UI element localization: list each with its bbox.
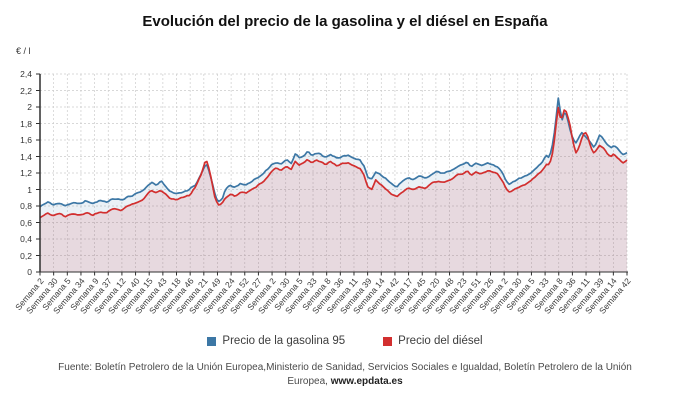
y-tick-label: 0,6: [20, 217, 32, 228]
diesel-swatch-icon: [383, 336, 393, 346]
source-line-1: Fuente: Boletín Petrolero de la Unión Eu…: [58, 362, 632, 373]
source-line-2: Europea, www.epdata.es: [287, 376, 403, 387]
legend-item-gasolina-95[interactable]: Precio de la gasolina 95: [207, 335, 345, 347]
legend-item-diesel[interactable]: Precio del diésel: [383, 335, 483, 347]
y-tick-label: 1,8: [20, 118, 32, 129]
y-tick-label: 0,8: [20, 201, 32, 211]
y-axis-unit-label: € / l: [16, 46, 31, 56]
epdata-link[interactable]: www.epdata.es: [330, 376, 403, 387]
y-tick-label: 1,4: [20, 151, 32, 162]
y-tick-label: 1,6: [20, 135, 32, 145]
gasolina-95-swatch-icon: [207, 336, 217, 346]
y-tick-label: 0,2: [20, 250, 32, 261]
y-tick-label: 1,2: [20, 168, 32, 178]
legend-label-gasolina-95: Precio de la gasolina 95: [222, 335, 346, 347]
plot-area: [36, 73, 628, 276]
y-tick-label: 0: [27, 267, 32, 277]
y-tick-label: 2,2: [20, 85, 32, 96]
chart-title: Evolución del precio de la gasolina y el…: [142, 13, 548, 30]
y-tick-label: 2: [27, 102, 32, 112]
source-attribution: Fuente: Boletín Petrolero de la Unión Eu…: [30, 361, 660, 389]
legend: Precio de la gasolina 95 Precio del diés…: [0, 335, 690, 347]
y-tick-label: 1: [27, 184, 32, 195]
y-tick-label: 2,4: [20, 69, 32, 79]
legend-label-diesel: Precio del diésel: [398, 335, 483, 347]
y-tick-label: 0,4: [20, 234, 32, 244]
